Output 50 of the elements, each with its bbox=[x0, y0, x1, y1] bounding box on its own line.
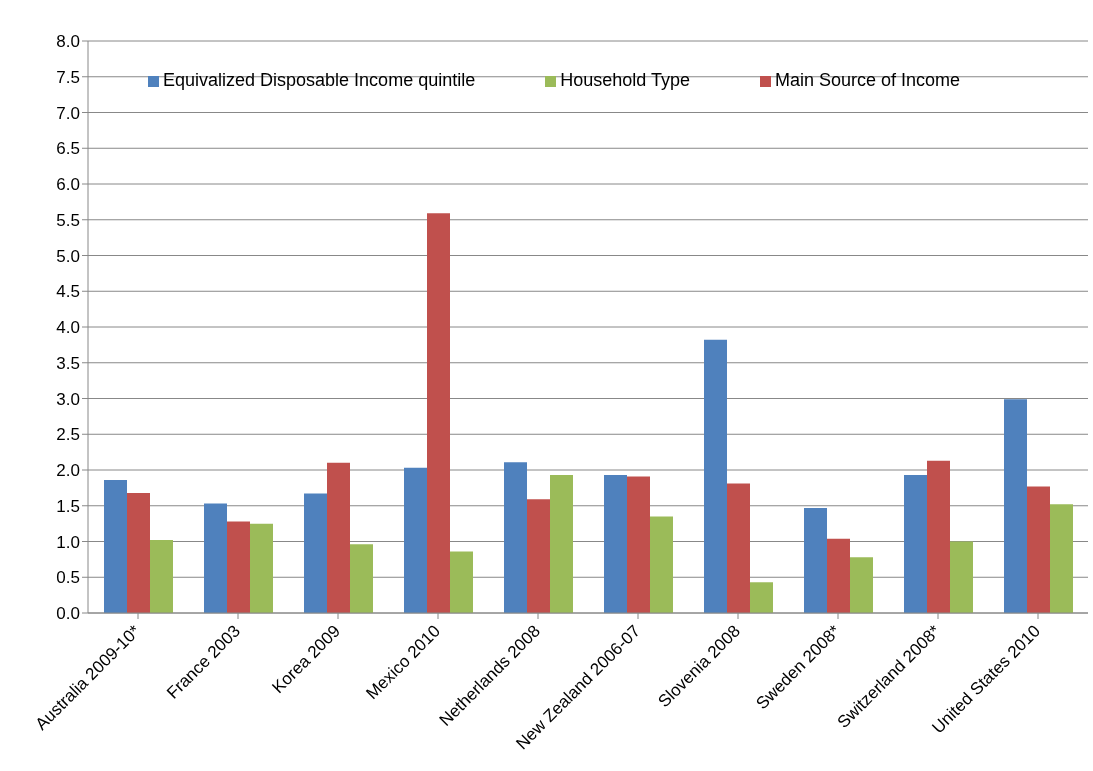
y-tick-label: 0.5 bbox=[56, 568, 80, 588]
bar bbox=[450, 551, 473, 613]
bar bbox=[950, 541, 973, 613]
bar bbox=[304, 493, 327, 613]
bar bbox=[427, 213, 450, 613]
bar bbox=[227, 521, 250, 613]
y-tick-label: 2.5 bbox=[56, 425, 80, 445]
bar bbox=[804, 507, 827, 613]
bar bbox=[927, 460, 950, 613]
bar bbox=[104, 480, 127, 613]
bar bbox=[250, 523, 273, 613]
legend-label: Equivalized Disposable Income quintile bbox=[163, 70, 476, 90]
bar bbox=[527, 499, 550, 613]
y-tick-label: 3.5 bbox=[56, 353, 80, 373]
bar bbox=[827, 538, 850, 613]
bar bbox=[650, 516, 673, 613]
y-tick-label: 6.0 bbox=[56, 175, 80, 195]
bar bbox=[850, 557, 873, 613]
y-tick-label: 3.0 bbox=[56, 389, 80, 409]
y-tick-label: 2.0 bbox=[56, 461, 80, 481]
y-tick-label: 5.5 bbox=[56, 210, 80, 230]
y-tick-label: 1.0 bbox=[56, 532, 80, 552]
bar bbox=[504, 462, 527, 613]
bar bbox=[627, 476, 650, 613]
y-tick-label: 8.0 bbox=[56, 32, 80, 52]
bar bbox=[904, 475, 927, 613]
bar bbox=[604, 475, 627, 613]
y-tick-label: 7.0 bbox=[56, 103, 80, 123]
bar bbox=[1050, 504, 1073, 613]
bar bbox=[550, 475, 573, 613]
legend-label: Household Type bbox=[560, 70, 690, 90]
y-tick-label: 5.0 bbox=[56, 246, 80, 266]
bar bbox=[727, 483, 750, 613]
bar bbox=[704, 339, 727, 613]
y-tick-label: 1.5 bbox=[56, 496, 80, 516]
y-tick-label: 0.0 bbox=[56, 604, 80, 624]
bar bbox=[150, 540, 173, 613]
bar bbox=[1004, 399, 1027, 613]
bar bbox=[404, 467, 427, 613]
bar bbox=[350, 544, 373, 613]
bar bbox=[204, 503, 227, 613]
y-tick-label: 7.5 bbox=[56, 67, 80, 87]
legend-label: Main Source of Income bbox=[774, 70, 961, 90]
bar bbox=[327, 462, 350, 613]
y-tick-label: 6.5 bbox=[56, 139, 80, 159]
bar bbox=[127, 492, 150, 613]
y-tick-label: 4.5 bbox=[56, 282, 80, 302]
y-tick-label: 4.0 bbox=[56, 318, 80, 338]
bar bbox=[750, 582, 773, 613]
bar bbox=[1027, 486, 1050, 613]
